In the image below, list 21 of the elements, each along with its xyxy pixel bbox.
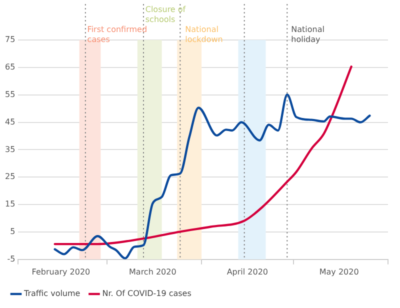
- y-tick-label: 75: [4, 35, 16, 44]
- y-tick-label: 25: [4, 172, 16, 182]
- y-tick-label: 15: [4, 200, 16, 209]
- y-tick-label: 45: [4, 117, 16, 126]
- line-series: [54, 93, 371, 260]
- band-label: Closure of schools: [145, 5, 186, 24]
- legend-label: Nr. Of COVID-19 cases: [102, 289, 192, 298]
- x-tick-label: March 2020: [129, 267, 176, 276]
- y-tick-label: 35: [4, 144, 16, 154]
- ref-line-label: National holiday: [291, 25, 324, 44]
- band-label: First confirmed cases: [87, 25, 148, 44]
- y-tick-label: 55: [4, 90, 16, 99]
- x-tick-label: April 2020: [226, 267, 268, 276]
- legend-label: Traffic volume: [23, 289, 80, 298]
- band-label: National lockdown: [185, 25, 223, 44]
- line-series: [54, 66, 352, 246]
- x-tick-label: February 2020: [32, 267, 90, 276]
- x-tick-label: May 2020: [319, 267, 359, 276]
- y-tick-label: -5: [7, 254, 16, 264]
- y-tick-label: 5: [10, 227, 16, 236]
- y-tick-label: 65: [4, 62, 16, 72]
